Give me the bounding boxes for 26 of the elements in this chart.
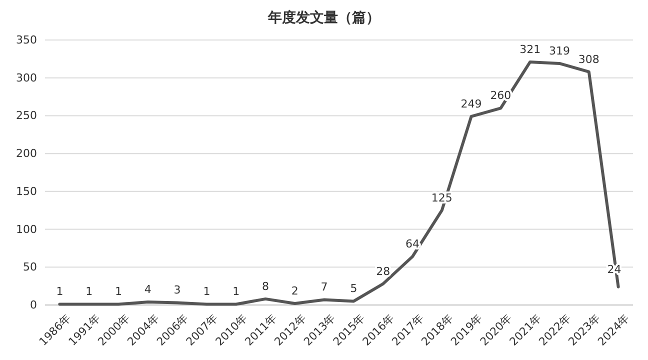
data-label: 28 <box>376 264 390 278</box>
data-label: 1 <box>115 285 122 298</box>
data-label: 5 <box>350 282 358 296</box>
y-tick-label: 50 <box>23 260 37 274</box>
y-tick-label: 100 <box>16 222 37 236</box>
y-tick-label: 150 <box>16 184 37 198</box>
data-label: 308 <box>578 52 600 66</box>
chart-title: 年度发文量（篇） <box>267 9 380 26</box>
data-label: 1 <box>203 285 210 298</box>
data-label: 249 <box>460 97 482 110</box>
data-label: 7 <box>320 280 328 294</box>
data-label: 1 <box>232 285 240 298</box>
y-tick-label: 350 <box>16 34 37 47</box>
data-label: 319 <box>549 44 570 58</box>
y-tick-label: 250 <box>16 109 37 122</box>
y-tick-label: 200 <box>16 147 37 160</box>
data-label: 321 <box>520 42 541 56</box>
data-label: 4 <box>144 282 152 296</box>
data-label: 64 <box>406 238 420 251</box>
data-label: 1 <box>86 285 93 298</box>
data-label: 1 <box>56 285 64 298</box>
data-label: 8 <box>262 280 269 293</box>
y-tick-label: 300 <box>16 71 37 84</box>
data-label: 3 <box>174 284 181 297</box>
data-label: 2 <box>291 284 298 298</box>
y-tick-label: 0 <box>30 298 37 312</box>
